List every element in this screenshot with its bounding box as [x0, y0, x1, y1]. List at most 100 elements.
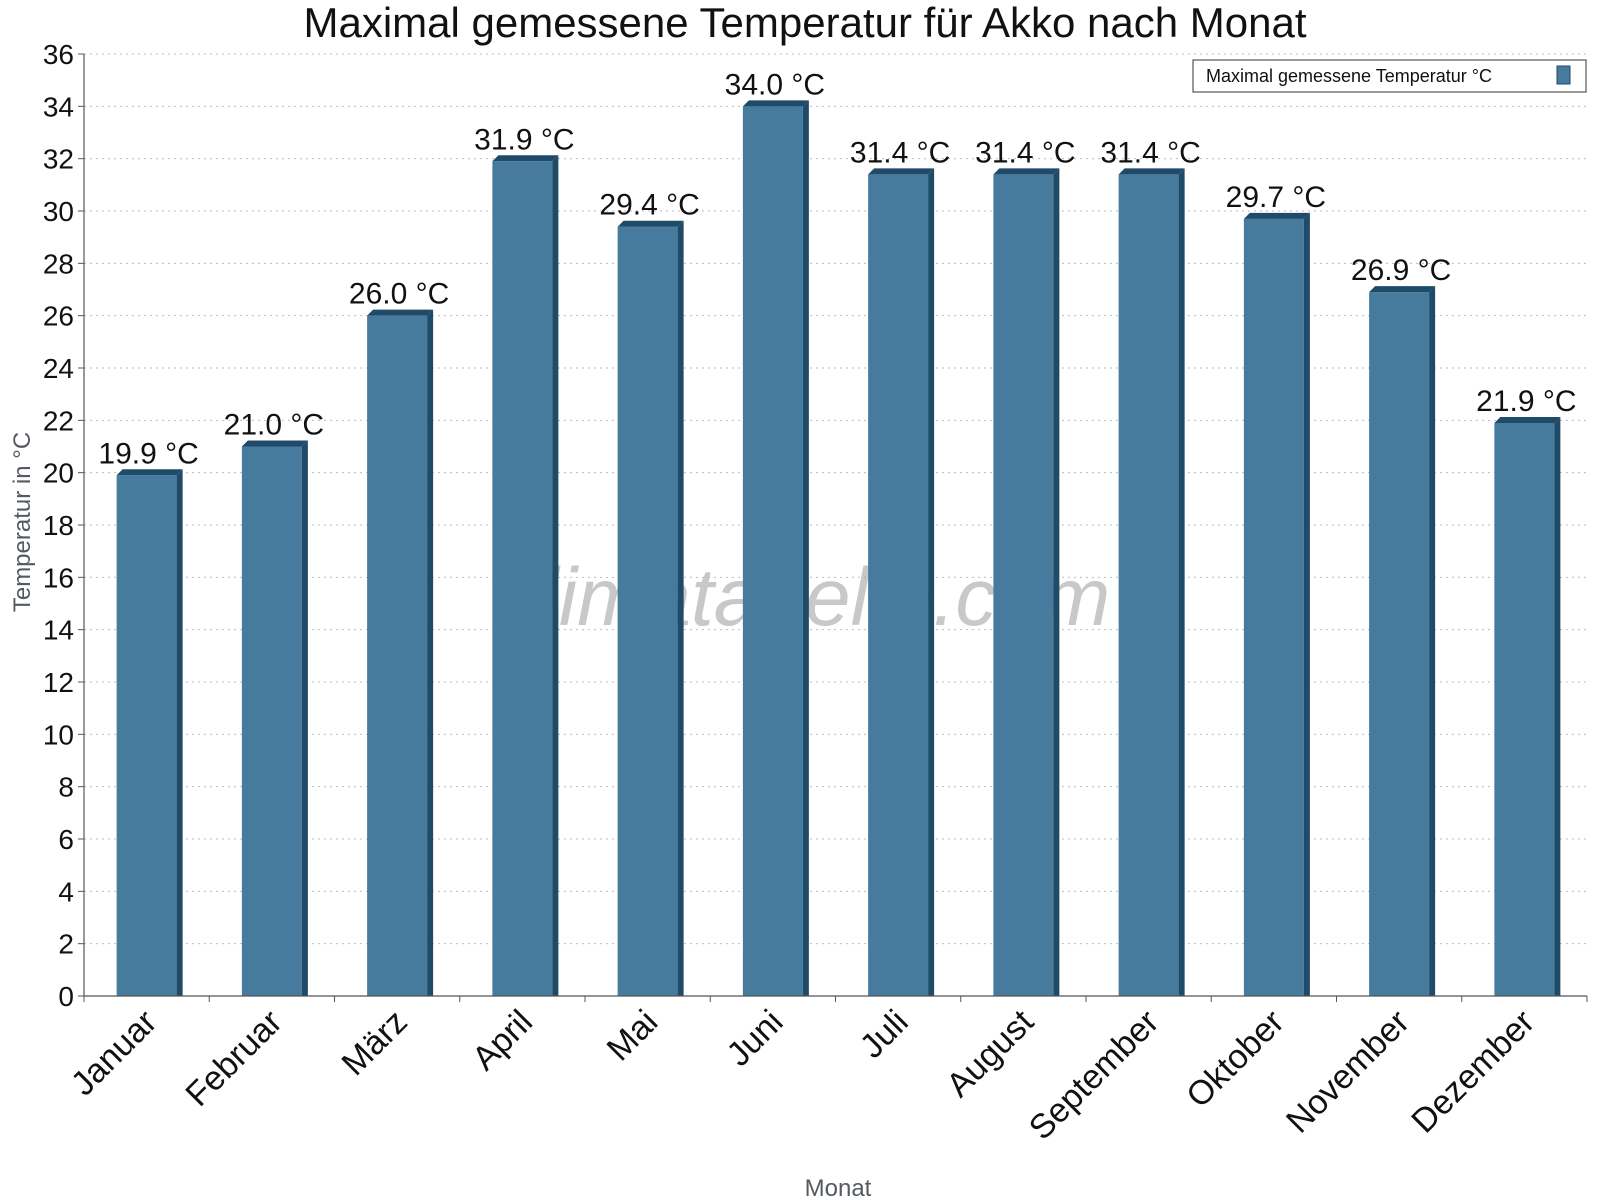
bar-side [802, 100, 809, 997]
bar-side [1303, 212, 1310, 997]
bar-märz [367, 309, 434, 997]
bar-front [993, 174, 1054, 996]
data-label: 26.9 °C [1351, 254, 1451, 287]
data-label: 31.4 °C [1100, 136, 1200, 169]
bar-top [993, 168, 1060, 175]
data-label: 26.0 °C [349, 278, 449, 311]
x-tick-label: Juni [720, 1003, 791, 1074]
y-tick-label: 14 [43, 615, 74, 646]
bar-front [1369, 292, 1430, 996]
bar-mai [617, 220, 684, 996]
y-tick-label: 12 [43, 667, 74, 698]
x-tick-labels: Januar Februar März April Mai Juni Juli AugustS… [64, 1002, 1542, 1147]
y-tick-label: 36 [43, 39, 74, 70]
bar-side [1429, 286, 1436, 996]
data-label: 31.9 °C [474, 123, 574, 156]
y-tick-label: 10 [43, 719, 74, 750]
bar-august [993, 168, 1060, 996]
bar-front [868, 174, 929, 996]
bar-top [868, 168, 935, 175]
bar-front [492, 161, 553, 997]
bar-top [617, 220, 684, 227]
bar-januar [116, 469, 183, 996]
bar-front [241, 446, 302, 996]
gridlines [84, 53, 1587, 945]
y-tick-label: 22 [43, 405, 74, 436]
x-tick-label: Februar [178, 1003, 289, 1114]
bar-front [617, 226, 678, 996]
bar-side [301, 440, 308, 996]
bar-front [1494, 422, 1555, 996]
x-tick-label: September [1022, 1003, 1166, 1147]
bar-dezember [1494, 416, 1561, 996]
bar-side [1554, 416, 1561, 996]
bar-top [1243, 212, 1310, 219]
x-tick-label: Juli [853, 1003, 916, 1066]
y-tick-label: 26 [43, 301, 74, 332]
y-tick-label: 28 [43, 248, 74, 279]
x-tick-label: Oktober [1179, 1003, 1291, 1115]
y-tick-label: 6 [58, 824, 74, 855]
y-tick-label: 24 [43, 353, 74, 384]
y-tick-label: 16 [43, 562, 74, 593]
y-tick-label: 0 [58, 981, 74, 1012]
bar-top [241, 440, 308, 447]
x-tick-label: März [334, 1003, 414, 1083]
bar-juli [868, 168, 935, 996]
chart-title: Maximal gemessene Temperatur für Akko na… [303, 0, 1306, 46]
x-tick-label: Mai [600, 1003, 666, 1069]
data-label: 34.0 °C [725, 68, 825, 101]
y-tick-label: 8 [58, 772, 74, 803]
bar-side [427, 309, 434, 997]
y-tick-label: 4 [58, 876, 74, 907]
bar-front [742, 106, 803, 997]
axes [78, 53, 1588, 1002]
data-label: 29.7 °C [1226, 181, 1326, 214]
legend-box [1192, 59, 1587, 93]
legend-label: Maximal gemessene Temperatur °C [1206, 66, 1492, 86]
bar-juni [742, 100, 809, 997]
bar-top [116, 469, 183, 476]
bar-top [1494, 416, 1561, 423]
bar-front [1243, 218, 1304, 997]
bar-februar [241, 440, 308, 996]
x-tick-label: Januar [64, 1003, 164, 1103]
bar-september [1118, 168, 1185, 996]
bar-oktober [1243, 212, 1310, 997]
y-tick-label: 34 [43, 91, 74, 122]
bar-side [176, 469, 183, 996]
x-tick-label: August [939, 1002, 1041, 1104]
bar-side [677, 220, 684, 996]
bar-side [928, 168, 935, 996]
data-label: 29.4 °C [599, 189, 699, 222]
x-tick-label: Dezember [1404, 1003, 1542, 1141]
legend-swatch [1556, 65, 1571, 85]
y-axis-title: Temperatur in °C [9, 432, 36, 612]
bar-front [116, 475, 177, 996]
bar-side [552, 155, 559, 997]
bar-front [1118, 174, 1179, 996]
bars [116, 100, 1561, 997]
x-axis-title: Monat [805, 1175, 872, 1200]
y-tick-label: 2 [58, 929, 74, 960]
y-tick-label: 18 [43, 510, 74, 541]
bar-front [367, 315, 428, 997]
bar-top [742, 100, 809, 107]
bar-top [367, 309, 434, 316]
bar-side [1178, 168, 1185, 996]
y-tick-label: 32 [43, 144, 74, 175]
legend: Maximal gemessene Temperatur °C [1192, 59, 1587, 93]
data-labels: 19.9 °C 21.0 °C 26.0 °C 31.9 °C 29.4 °C 34.0 … [98, 68, 1576, 470]
bar-november [1369, 286, 1436, 996]
bar-side [1053, 168, 1060, 996]
bar-april [492, 155, 559, 997]
x-tick-label: April [465, 1003, 540, 1078]
bar-top [1118, 168, 1185, 175]
data-label: 31.4 °C [850, 136, 950, 169]
bar-top [492, 155, 559, 162]
y-tick-label: 30 [43, 196, 74, 227]
y-tick-label: 20 [43, 458, 74, 489]
bar-top [1369, 286, 1436, 293]
